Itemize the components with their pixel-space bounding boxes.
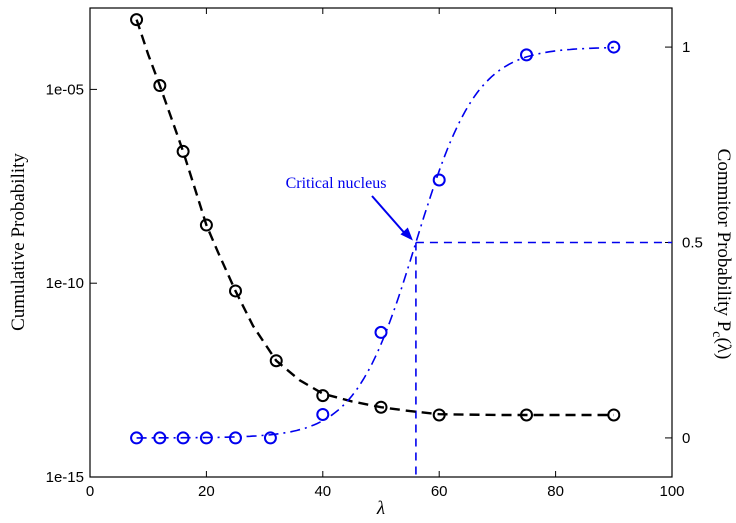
y-axis-right-label: Commitor Probability Pc(λ) — [709, 149, 734, 360]
cumulative-probability-point — [269, 354, 283, 368]
reference-lines — [415, 241, 672, 477]
cumulative-probability-point — [130, 13, 144, 27]
commitor-probability-point — [176, 431, 190, 445]
cumulative-probability-point — [199, 218, 213, 232]
commitor-probability-point — [607, 40, 621, 54]
x-tick-label: 80 — [547, 483, 564, 500]
y-left-tick-label: 1e-10 — [46, 275, 84, 292]
y-right-tick-label: 0 — [682, 430, 690, 447]
y-right-tick-label: 1 — [682, 39, 690, 56]
critical-nucleus-arrow-head — [400, 227, 413, 241]
x-axis-label: λ — [376, 498, 385, 519]
commitor-probability-point — [520, 48, 533, 62]
x-tick-label: 60 — [431, 483, 448, 500]
commitor-probability-point — [263, 431, 277, 445]
cumulative-probability-point — [153, 79, 167, 93]
critical-nucleus-label: Critical nucleus — [286, 175, 387, 192]
commitor-probability-point — [229, 431, 242, 445]
commitor-probability-point — [432, 173, 446, 187]
y-axis-right-label-subscript: c — [709, 331, 724, 337]
y-left-tick-label: 1e-15 — [46, 469, 84, 486]
commitor-probability-point — [316, 407, 330, 421]
commitor-probability-point — [374, 325, 388, 339]
y-right-tick-label: 0.5 — [682, 235, 703, 252]
fit-curves — [135, 19, 614, 439]
x-tick-label: 100 — [659, 483, 684, 500]
y-axis-right-label-tail: (λ) — [713, 337, 734, 359]
y-axis-left-label: Cumulative Probability — [8, 153, 29, 331]
commitor-probability-point — [199, 431, 213, 445]
cumulative-probability-point — [374, 400, 388, 414]
annotation-group: Critical nucleus — [286, 175, 413, 241]
critical-nucleus-arrow-line — [371, 195, 406, 235]
cumulative-probability-point — [432, 408, 446, 422]
cumulative-probability-point — [520, 408, 533, 422]
data-points — [130, 13, 621, 445]
cumulative-probability-point — [229, 284, 242, 298]
x-tick-label: 20 — [198, 483, 215, 500]
commitor-probability-point — [130, 431, 144, 445]
commitor-probability-fit-curve — [136, 46, 614, 439]
cumulative-probability-point — [607, 408, 621, 422]
x-tick-label: 0 — [86, 483, 94, 500]
cumulative-probability-point — [176, 144, 190, 158]
y-left-tick-label: 1e-05 — [46, 81, 84, 98]
commitor-probability-point — [153, 431, 167, 445]
cumulative-probability-point — [316, 389, 330, 403]
y-axis-right-label-main: Commitor Probability P — [713, 149, 734, 332]
x-tick-label: 40 — [314, 483, 331, 500]
